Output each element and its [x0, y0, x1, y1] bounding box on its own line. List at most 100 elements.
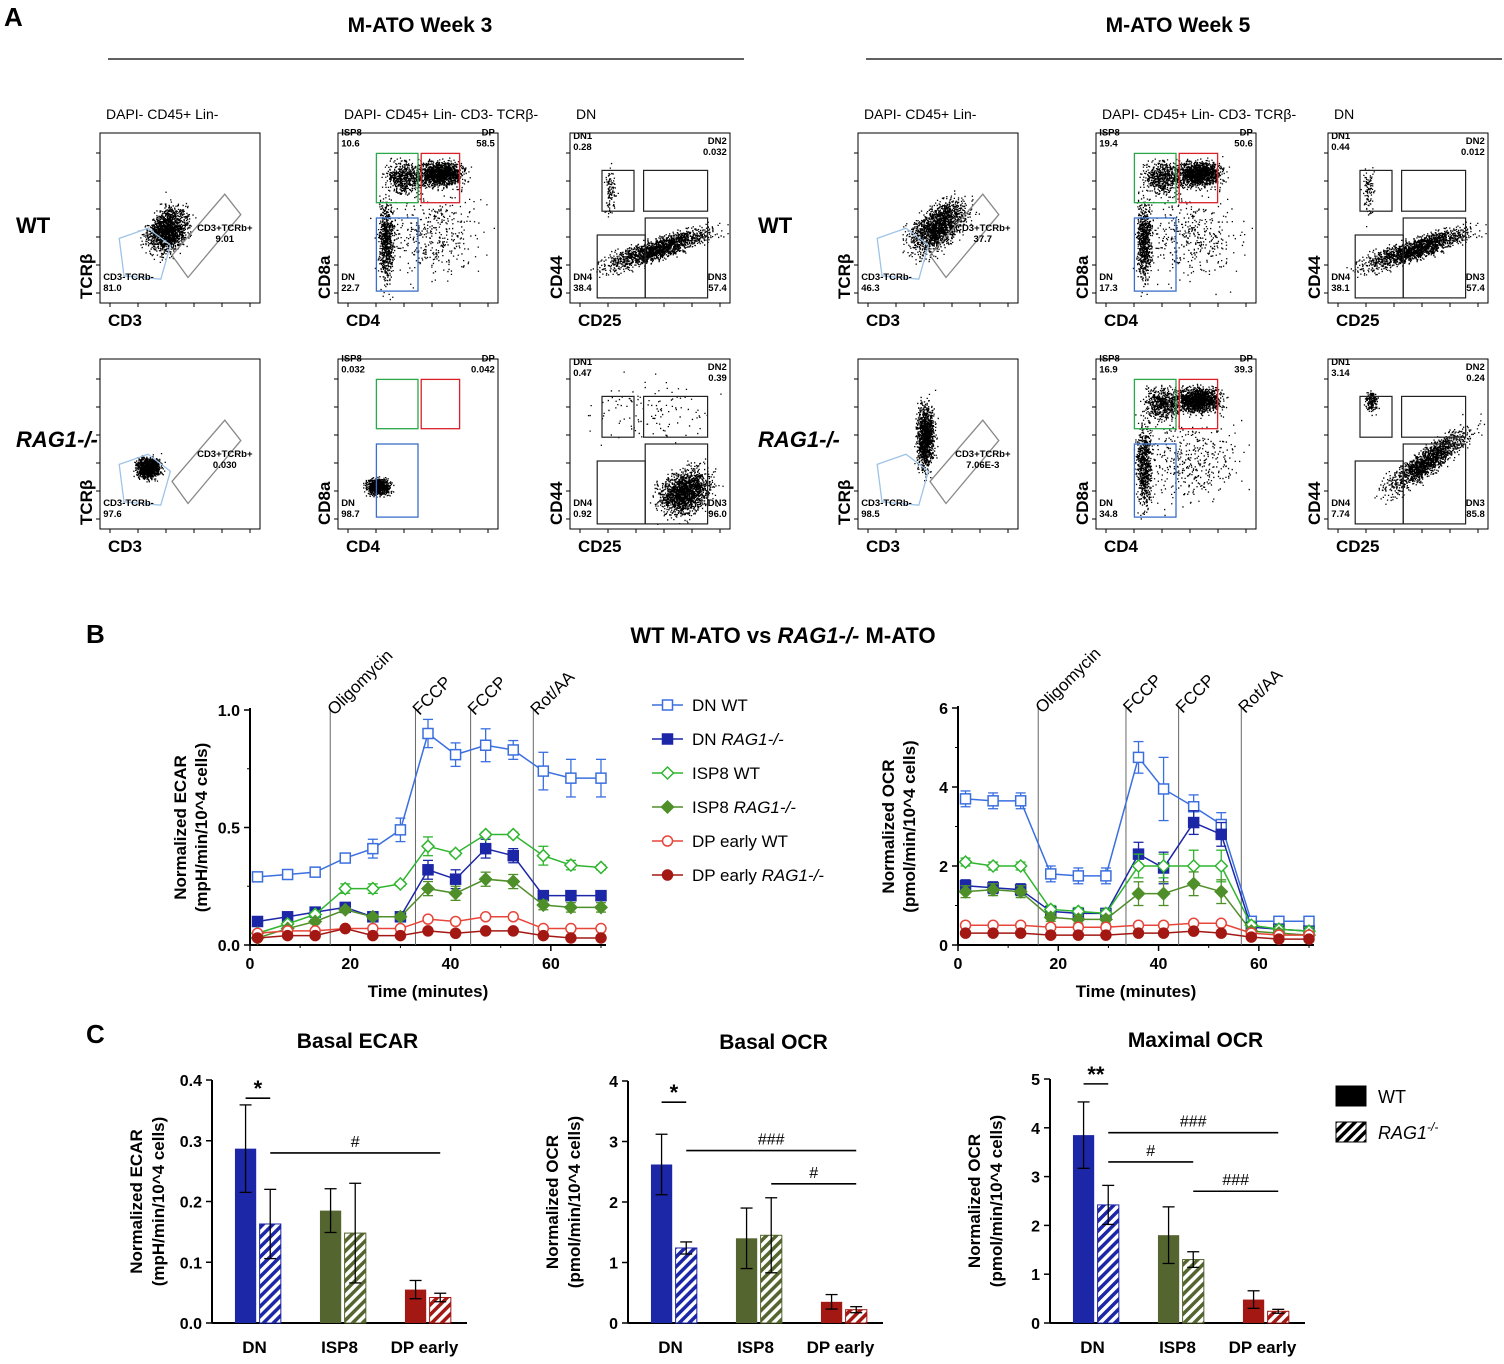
- gate-name: DN: [1099, 272, 1113, 283]
- bar-isp8-rag1: [1182, 1259, 1205, 1324]
- data-point: [394, 929, 407, 942]
- data-point: [422, 727, 434, 740]
- bar-dp-early-wt: [820, 1301, 843, 1323]
- significance-label: *: [670, 1080, 679, 1105]
- flow-dots: [914, 389, 939, 482]
- title-part: WT M-ATO vs: [630, 623, 777, 648]
- data-point: [309, 929, 321, 942]
- gate-value: 0.012: [1461, 147, 1485, 158]
- bar-legend: WT RAG1-/-: [1335, 1085, 1438, 1143]
- data-point: [448, 886, 463, 901]
- series-1: [959, 810, 1315, 937]
- gate-value: 0.44: [1331, 142, 1350, 153]
- x-tick-label: 0: [954, 956, 963, 973]
- gate-value: 22.7: [341, 283, 360, 294]
- gate-name: DN1: [573, 131, 593, 142]
- category-label: DP early: [391, 1338, 459, 1357]
- gate-box-dp: [1178, 378, 1219, 430]
- flow-y-axis-label: CD44: [1305, 481, 1324, 525]
- gate-value: 98.5: [861, 509, 880, 520]
- data-point: [422, 913, 434, 925]
- gate-cd3-tcrb-minus: [876, 227, 930, 280]
- bar-legend-label-sup: -/-: [1427, 1120, 1438, 1134]
- y-tick-label: 5: [1031, 1072, 1040, 1089]
- gate-box-dn2: [1400, 395, 1467, 438]
- y-axis-label-units: (pmol/min/10^4 cells): [987, 1115, 1006, 1287]
- data-point: [449, 927, 462, 939]
- gate-value: 37.7: [974, 234, 993, 245]
- y-axis-label: Normalized OCR: [879, 759, 898, 893]
- gate-value: 39.3: [1234, 365, 1253, 376]
- data-point: [1186, 876, 1201, 891]
- gate-name: DN3: [1466, 498, 1485, 509]
- gate-value: 0.042: [471, 365, 495, 376]
- gate-name: DN: [1099, 498, 1113, 509]
- category-label: DP early: [807, 1338, 875, 1357]
- gate-name: DN4: [1331, 498, 1351, 509]
- data-point: [1214, 858, 1229, 874]
- y-tick-label: 0.0: [218, 938, 240, 955]
- flow-y-axis-label: CD8a: [315, 481, 334, 525]
- flow-plot-frame: [569, 358, 731, 530]
- gate-name: DP: [1240, 128, 1254, 139]
- category-label: DP early: [1229, 1338, 1297, 1357]
- data-point: [393, 876, 408, 891]
- gate-value: 3.14: [1331, 368, 1350, 379]
- gate-box-dn2: [642, 395, 709, 438]
- flow-y-axis-label: CD44: [1305, 255, 1324, 299]
- gate-value: 0.032: [341, 365, 365, 376]
- y-axis-label: Normalized OCR: [543, 1135, 562, 1269]
- gate-value: 98.7: [341, 509, 360, 520]
- data-point: [251, 932, 264, 944]
- title-part: RAG1-/-: [778, 623, 860, 648]
- data-point: [958, 854, 973, 870]
- significance-label: #: [1146, 1143, 1155, 1160]
- data-point: [449, 873, 462, 885]
- flow-dots: [363, 476, 395, 498]
- flow-plot-frame: [99, 132, 261, 304]
- data-point: [1013, 858, 1028, 874]
- panel-letter-c: C: [86, 1019, 105, 1049]
- injection-label: FCCP: [409, 673, 455, 719]
- gate-cd3-tcrb-plus: [929, 419, 1000, 505]
- legend-label: DP early RAG1-/-: [692, 866, 824, 885]
- data-point: [565, 889, 577, 902]
- gate-box-dp: [420, 378, 461, 430]
- flow-dots: [902, 190, 980, 265]
- bar-legend-label-main: RAG1: [1378, 1123, 1427, 1143]
- panel-letter-a: A: [4, 2, 23, 32]
- y-axis-label: Normalized ECAR: [127, 1129, 146, 1274]
- flow-col-header: DAPI- CD45+ Lin- CD3- TCRβ-: [1102, 106, 1296, 122]
- flow-col-header: DN: [576, 106, 596, 122]
- bar-legend-label: RAG1-/-: [1378, 1120, 1438, 1143]
- data-point: [251, 871, 264, 883]
- data-point: [1214, 884, 1229, 899]
- gate-box-isp8: [1133, 378, 1177, 430]
- data-point: [338, 902, 353, 917]
- y-axis-label: Normalized OCR: [965, 1134, 984, 1268]
- legend-label-part: DP early: [692, 866, 762, 885]
- flow-x-axis-label: CD25: [1336, 311, 1379, 330]
- data-point: [565, 772, 577, 784]
- gate-value: 85.8: [1466, 509, 1485, 520]
- y-tick-label: 0: [939, 938, 948, 955]
- bar-chart-title: Basal ECAR: [297, 1030, 418, 1053]
- data-point: [422, 925, 434, 937]
- gate-name: DN3: [708, 498, 727, 509]
- y-tick-label: 0.5: [218, 821, 240, 838]
- y-tick-label: 1: [1031, 1267, 1040, 1284]
- gate-cd3-tcrb-minus: [118, 227, 172, 280]
- data-point: [595, 889, 607, 902]
- y-tick-label: 0.4: [180, 1073, 202, 1090]
- gate-cd3-tcrb-minus: [876, 453, 930, 506]
- flow-y-axis-label: TCRβ: [77, 254, 96, 299]
- significance-label: ###: [1180, 1114, 1207, 1131]
- data-point: [1131, 886, 1146, 901]
- gate-cd3-tcrb-plus: [171, 419, 242, 505]
- flow-x-axis-label: CD4: [346, 537, 381, 556]
- gate-name: CD3+TCRb+: [955, 449, 1011, 460]
- data-point: [959, 793, 972, 805]
- gate-value: 58.5: [476, 139, 495, 150]
